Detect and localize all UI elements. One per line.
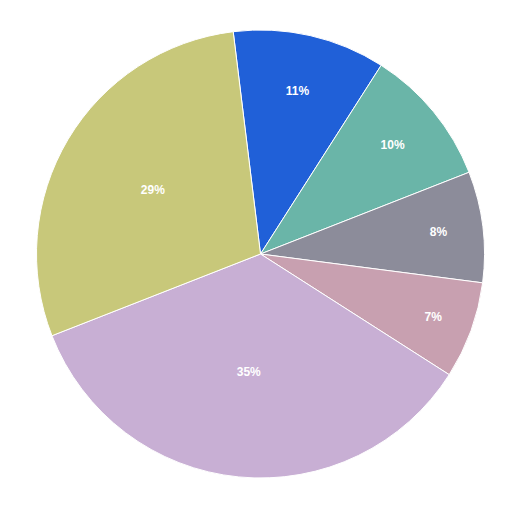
svg-text:29%: 29% [141, 183, 165, 197]
svg-text:10%: 10% [381, 138, 405, 152]
svg-text:8%: 8% [430, 225, 448, 239]
svg-text:35%: 35% [237, 365, 261, 379]
svg-text:11%: 11% [286, 84, 310, 98]
svg-text:7%: 7% [424, 310, 442, 324]
